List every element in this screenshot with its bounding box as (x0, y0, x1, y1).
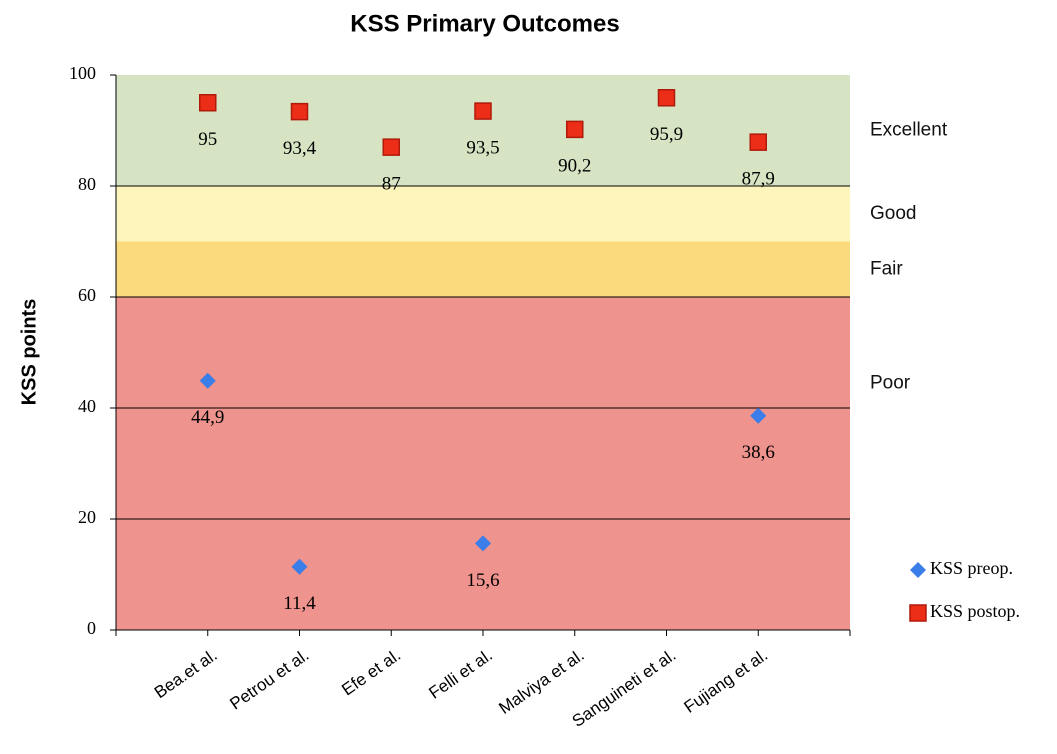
data-label: 95 (198, 129, 217, 150)
point (750, 407, 767, 424)
x-tick-label: Malviya et al. (495, 645, 587, 717)
data-label: 87,9 (742, 169, 775, 190)
legend-label: KSS postop. (930, 601, 1020, 621)
data-label: 87 (382, 174, 401, 195)
legend-marker (910, 562, 926, 578)
band-label: Poor (870, 373, 911, 394)
y-tick-label: 20 (78, 507, 96, 527)
point (199, 372, 216, 389)
band-label: Good (870, 203, 916, 224)
band (116, 75, 850, 186)
data-label: 93,4 (283, 138, 317, 159)
data-label: 90,2 (558, 156, 591, 177)
band (116, 241, 850, 297)
data-label: 93,5 (466, 137, 499, 158)
point (290, 102, 309, 121)
data-label: 95,9 (650, 124, 683, 145)
y-axis-label: KSS points (18, 299, 40, 406)
point (475, 535, 491, 552)
y-tick-label: 60 (78, 285, 96, 305)
point (749, 133, 767, 151)
band-label: Fair (870, 258, 903, 279)
legend-label: KSS preop. (930, 558, 1013, 578)
data-label: 11,4 (283, 593, 316, 614)
legend-marker (909, 604, 927, 622)
y-tick-label: 0 (87, 618, 96, 638)
point (657, 89, 676, 107)
point (566, 120, 584, 139)
point (199, 94, 217, 112)
y-tick-label: 100 (69, 63, 96, 83)
y-tick-label: 80 (78, 174, 96, 194)
band-label: Excellent (870, 120, 948, 141)
point (382, 138, 400, 156)
band (116, 186, 850, 242)
point (291, 558, 308, 575)
data-label: 44,9 (191, 407, 224, 428)
x-tick-label: Petrou et al. (226, 645, 312, 713)
y-tick-label: 40 (78, 396, 96, 416)
data-label: 15,6 (466, 570, 499, 591)
data-label: 38,6 (742, 442, 775, 463)
x-tick-label: Efe et al. (338, 645, 404, 699)
x-tick-label: Bea.et al. (151, 645, 221, 702)
chart-title: KSS Primary Outcomes (350, 10, 619, 37)
point (474, 102, 492, 120)
x-tick-label: Felli et al. (425, 645, 495, 702)
band (116, 297, 850, 630)
x-tick-label: Fujiang et al. (680, 645, 771, 716)
